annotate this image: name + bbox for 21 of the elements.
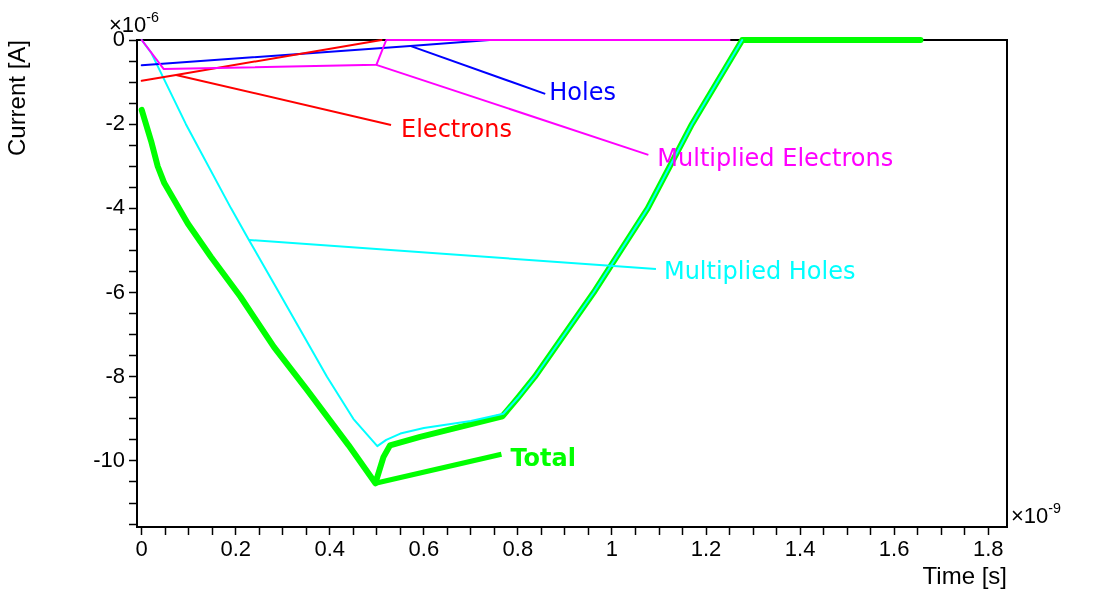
y-tick-label: -10 [93,446,125,472]
x-tick-label: 0.6 [408,536,440,562]
x-tick-label: 0.2 [220,536,252,562]
annotation: Holes [549,78,616,107]
x-tick-label: 0.8 [502,536,534,562]
y-tick-label: -6 [105,278,125,304]
x-tick-label: 1.2 [690,536,722,562]
y-axis-title: Current [A] [3,40,31,157]
x-tick-label: 0 [135,536,148,562]
annotation: Multiplied Holes [663,257,856,286]
x-tick-label: 0.4 [314,536,346,562]
annotation: Total [510,444,577,473]
x-tick-label: 1.4 [784,536,816,562]
annotation: Electrons [401,115,512,144]
y-tick-label: -2 [105,110,125,136]
x-axis-title: Time [s] [922,562,1007,590]
x-tick-label: 1 [605,536,619,562]
y-tick-label: -8 [105,362,125,388]
y-tick-label: -4 [105,194,125,220]
x-tick-label: 1.6 [878,536,910,562]
x-tick-label: 1.8 [972,536,1004,562]
